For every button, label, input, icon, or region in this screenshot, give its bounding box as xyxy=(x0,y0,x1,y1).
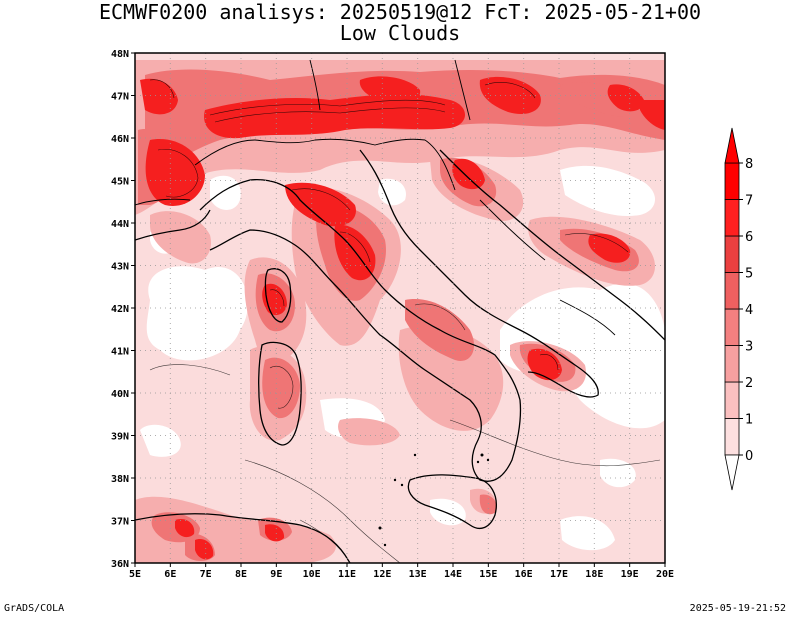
grid-lines xyxy=(135,53,665,563)
colorbar-segment xyxy=(724,235,740,273)
lon-tick-label: 20E xyxy=(656,569,674,580)
lon-tick-label: 16E xyxy=(515,569,533,580)
colorbar-label: 1 xyxy=(745,413,753,428)
italy-peninsula-coastline xyxy=(199,179,522,482)
colorbar-segment xyxy=(724,345,740,383)
lon-tick-label: 15E xyxy=(479,569,497,580)
lon-tick-label: 11E xyxy=(338,569,356,580)
longitude-labels: 5E 6E 7E 8E 9E 10E 11E 12E 13E 14E 15E 16E 17E 18E 19E… xyxy=(129,569,674,580)
coastlines xyxy=(135,149,665,563)
software-credit: GrADS/COLA xyxy=(4,603,65,614)
colorbar-segment xyxy=(724,162,740,200)
colorbar-label: 7 xyxy=(745,194,753,209)
colorbar-label: 4 xyxy=(745,303,753,318)
lon-tick-label: 8E xyxy=(235,569,247,580)
colorbar-label: 6 xyxy=(745,230,753,245)
sicily-coastline xyxy=(407,474,497,529)
lat-tick-label: 39N xyxy=(111,432,129,443)
axis-ticks xyxy=(131,52,666,567)
lon-tick-label: 17E xyxy=(550,569,568,580)
lat-tick-label: 47N xyxy=(111,92,129,103)
lon-tick-label: 14E xyxy=(444,569,462,580)
colorbar-segment xyxy=(724,308,740,346)
colorbar: 0 1 2 3 4 5 6 7 8 xyxy=(724,127,753,491)
lon-tick-label: 18E xyxy=(585,569,603,580)
render-timestamp: 2025-05-19-21:52 xyxy=(689,603,786,614)
lon-tick-label: 13E xyxy=(409,569,427,580)
africa-coastline xyxy=(135,513,351,563)
colorbar-min-arrow xyxy=(724,454,740,491)
colorbar-label: 3 xyxy=(745,340,753,355)
lon-tick-label: 9E xyxy=(270,569,282,580)
map-subtitle: Low Clouds xyxy=(339,21,461,45)
colorbar-segment xyxy=(724,199,740,237)
map-title: ECMWF0200 analisys: 20250519@12 FcT: 202… xyxy=(98,0,702,24)
lon-tick-label: 19E xyxy=(621,569,639,580)
lon-tick-label: 7E xyxy=(200,569,212,580)
sardinia-coastline xyxy=(258,341,302,446)
lat-tick-label: 38N xyxy=(111,474,129,485)
title-block: ECMWF0200 analisys: 20250519@12 FcT: 202… xyxy=(0,2,800,44)
lat-tick-label: 45N xyxy=(111,177,129,188)
lat-tick-label: 42N xyxy=(111,304,129,315)
france-coastline xyxy=(135,209,211,241)
islands xyxy=(378,453,490,547)
colorbar-label: 5 xyxy=(745,267,753,282)
lon-tick-label: 12E xyxy=(373,569,391,580)
lat-tick-label: 41N xyxy=(111,347,129,358)
colorbar-max-arrow xyxy=(724,127,740,164)
lat-tick-label: 48N xyxy=(111,49,129,60)
lat-tick-label: 46N xyxy=(111,134,129,145)
balkan-coastline xyxy=(439,149,665,341)
lon-tick-label: 6E xyxy=(164,569,176,580)
italy-east-coastline xyxy=(359,149,599,398)
lat-tick-label: 43N xyxy=(111,262,129,273)
colorbar-segment xyxy=(724,418,740,456)
colorbar-label: 2 xyxy=(745,376,753,391)
lon-tick-label: 5E xyxy=(129,569,141,580)
borders xyxy=(135,59,616,336)
lat-tick-label: 40N xyxy=(111,389,129,400)
colorbar-segment xyxy=(724,272,740,310)
lat-tick-label: 36N xyxy=(111,559,129,570)
latitude-labels: 48N 47N 46N 45N 44N 43N 42N 41N 40N 39N 38N 37N 36N xyxy=(111,49,129,570)
corsica-coastline xyxy=(264,268,292,323)
lat-tick-label: 44N xyxy=(111,219,129,230)
colorbar-label: 8 xyxy=(745,157,753,172)
lon-tick-label: 10E xyxy=(303,569,321,580)
colorbar-label: 0 xyxy=(745,449,753,464)
colorbar-segment xyxy=(724,381,740,419)
lat-tick-label: 37N xyxy=(111,517,129,528)
